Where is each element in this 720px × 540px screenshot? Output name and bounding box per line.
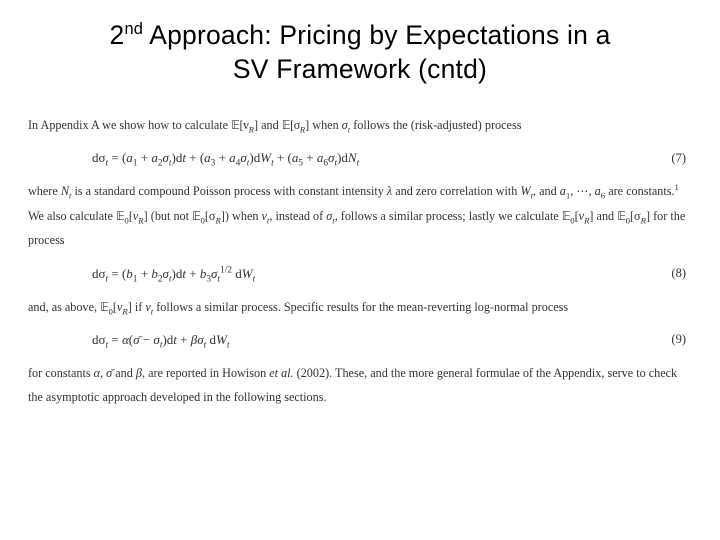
- eq8-lhs: dσ: [92, 266, 106, 281]
- title-sup: nd: [124, 20, 143, 38]
- equation-7: dσt = (a1 + a2σt)dt + (a3 + a4σt)dWt + (…: [28, 145, 692, 171]
- eq8-number: (8): [652, 261, 692, 286]
- eq8-r1: )d: [172, 266, 183, 281]
- eq7-p5: +: [303, 150, 317, 165]
- eq9-Ws: t: [227, 341, 230, 351]
- eq7-p3: +: [215, 150, 229, 165]
- p1-e1: 𝔼[v: [231, 118, 249, 132]
- eq7-eq: = (: [108, 150, 126, 165]
- eq9-dW: d: [206, 332, 216, 347]
- eq7-r2: )d: [249, 150, 260, 165]
- eq8-eq: = (: [108, 266, 126, 281]
- p2-t3: and zero correlation with: [392, 184, 520, 198]
- slide-title: 2nd Approach: Pricing by Expectations in…: [28, 18, 692, 87]
- eq8-p2: +: [186, 266, 200, 281]
- p2-t7: (but not: [148, 209, 192, 223]
- eq7-lhs: dσ: [92, 150, 106, 165]
- eq8-p1: +: [137, 266, 151, 281]
- eq9-W: W: [216, 332, 227, 347]
- eq9-rp: )d: [162, 332, 173, 347]
- eq8-W: W: [242, 266, 253, 281]
- p2-E0d: 𝔼: [617, 209, 625, 223]
- p2-fn: 1: [675, 182, 679, 192]
- p2-t2: is a standard compound Poisson process w…: [71, 184, 387, 198]
- eq7-number: (7): [652, 146, 692, 171]
- p1-t2: and: [258, 118, 282, 132]
- eq7-W: W: [260, 150, 271, 165]
- eq7-Ns: t: [357, 159, 360, 169]
- equation-8: dσt = (b1 + b2σt)dt + b3σt1/2 dWt (8): [28, 261, 692, 287]
- title-pre: 2: [109, 20, 124, 50]
- eq7-r1: )d: [172, 150, 183, 165]
- p2-N: N: [61, 184, 69, 198]
- p2-dots: , ⋯,: [570, 184, 594, 198]
- eq9-alpha: α: [122, 332, 129, 347]
- paragraph-4: for constants α, σ̄ and β, are reported …: [28, 361, 692, 410]
- eq7-N: N: [348, 150, 357, 165]
- p2-t8: when: [229, 209, 262, 223]
- p2-br3: [σ: [205, 209, 216, 223]
- p1-e2: 𝔼[σ: [282, 118, 300, 132]
- eq8-Ws: t: [253, 274, 256, 284]
- title-line-2: SV Framework (cntd): [28, 52, 692, 86]
- p1-t4: follows the (risk-adjusted) process: [350, 118, 521, 132]
- p3-t1: and, as above,: [28, 300, 100, 314]
- p4-t3: , are reported in Howison: [142, 366, 269, 380]
- eq7-p4: + (: [274, 150, 292, 165]
- p4-t1: for constants: [28, 366, 94, 380]
- p2-E0c: 𝔼: [562, 209, 570, 223]
- paragraph-2: where Nt is a standard compound Poisson …: [28, 179, 692, 252]
- body-region: In Appendix A we show how to calculate 𝔼…: [28, 113, 692, 410]
- p2-br7: [σ: [630, 209, 641, 223]
- p2-t4: , and: [533, 184, 560, 198]
- p2-t9: , instead of: [269, 209, 326, 223]
- eq8-s2s: t: [217, 274, 220, 284]
- eq9-number: (9): [652, 327, 692, 352]
- p3-t3: follows a similar process. Specific resu…: [153, 300, 568, 314]
- p4-etal: et al.: [269, 366, 293, 380]
- equation-9: dσt = α(σ̄ − σt)dt + βσt dWt (9): [28, 327, 692, 353]
- eq7-r3: )d: [337, 150, 348, 165]
- eq9-body: dσt = α(σ̄ − σt)dt + βσt dWt: [92, 327, 652, 353]
- eq8-dW: d: [232, 266, 242, 281]
- p2-t11: and: [593, 209, 617, 223]
- title-line-1: 2nd Approach: Pricing by Expectations in…: [28, 18, 692, 52]
- slide-container: 2nd Approach: Pricing by Expectations in…: [0, 0, 720, 540]
- eq9-eq: =: [108, 332, 122, 347]
- p4-t2: and: [112, 366, 136, 380]
- eq7-p1: +: [137, 150, 151, 165]
- p2-t10: , follows a similar process; lastly we c…: [335, 209, 562, 223]
- paragraph-1: In Appendix A we show how to calculate 𝔼…: [28, 113, 692, 137]
- p2-W: W: [520, 184, 530, 198]
- eq9-plus: +: [177, 332, 191, 347]
- eq7-p2: + (: [186, 150, 204, 165]
- p2-t1: where: [28, 184, 61, 198]
- p2-br4: ]): [221, 209, 229, 223]
- eq9-minus: −: [140, 332, 154, 347]
- eq8-body: dσt = (b1 + b2σt)dt + b3σt1/2 dWt: [92, 261, 652, 287]
- p3-t2: if: [132, 300, 146, 314]
- p3-E0: 𝔼: [100, 300, 108, 314]
- p2-t6: We also calculate: [28, 209, 116, 223]
- paragraph-3: and, as above, 𝔼0[vR] if vt follows a si…: [28, 295, 692, 319]
- p2-t5: are constants.: [605, 184, 674, 198]
- p1-t3: when: [309, 118, 342, 132]
- eq8-exp: 1/2: [220, 265, 232, 275]
- eq7-body: dσt = (a1 + a2σt)dt + (a3 + a4σt)dWt + (…: [92, 145, 652, 171]
- eq9-lhs: dσ: [92, 332, 106, 347]
- title-post: Approach: Pricing by Expectations in a: [143, 20, 610, 50]
- p1-t1: In Appendix A we show how to calculate: [28, 118, 231, 132]
